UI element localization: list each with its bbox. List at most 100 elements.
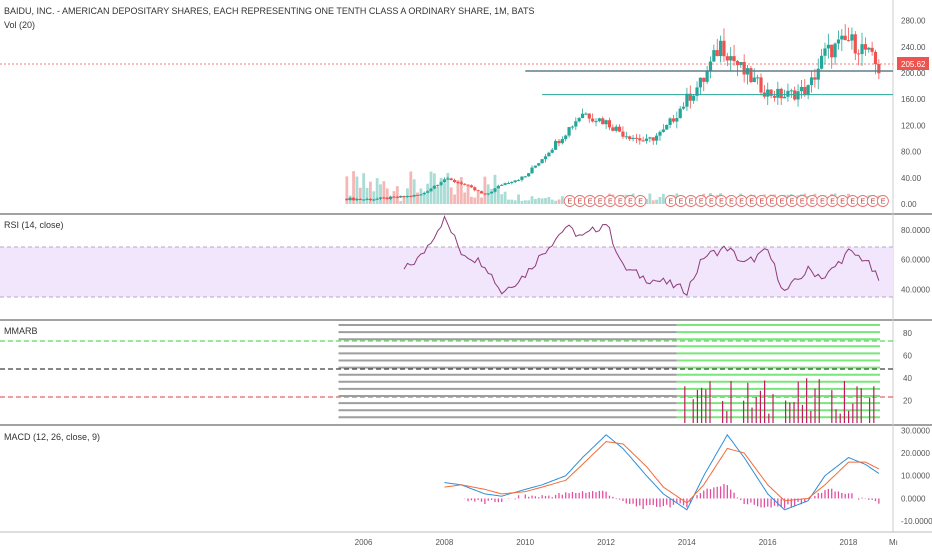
candle-body[interactable] (867, 47, 871, 50)
candle-body[interactable] (870, 47, 874, 52)
candle-body[interactable] (712, 50, 716, 62)
candle-body[interactable] (853, 34, 857, 54)
candle-body[interactable] (479, 191, 484, 194)
candle-body[interactable] (513, 180, 517, 183)
candle-body[interactable] (402, 195, 406, 197)
candle-body[interactable] (833, 43, 837, 58)
candle-body[interactable] (655, 135, 659, 141)
candle-body[interactable] (540, 159, 544, 164)
candle-body[interactable] (523, 176, 527, 178)
candle-body[interactable] (678, 108, 682, 119)
earnings-marker[interactable] (876, 195, 889, 207)
candle-body[interactable] (560, 139, 564, 144)
candle-body[interactable] (644, 138, 649, 141)
candle-body[interactable] (820, 55, 824, 69)
candle-body[interactable] (863, 44, 867, 50)
candle-body[interactable] (358, 198, 362, 200)
candle-body[interactable] (651, 137, 655, 141)
candle-body[interactable] (611, 127, 615, 131)
candle-body[interactable] (772, 95, 777, 98)
candle-body[interactable] (463, 183, 467, 185)
candle-body[interactable] (449, 178, 453, 181)
candle-body[interactable] (715, 50, 719, 57)
candle-body[interactable] (601, 118, 605, 125)
candle-body[interactable] (732, 56, 736, 62)
candle-body[interactable] (584, 113, 588, 115)
candle-body[interactable] (708, 61, 713, 72)
candle-body[interactable] (648, 137, 652, 139)
candle-body[interactable] (756, 77, 760, 79)
candle-body[interactable] (345, 198, 349, 201)
candle-body[interactable] (860, 44, 864, 55)
mmarb-label[interactable]: MMARB (4, 326, 38, 336)
rsi-line[interactable] (403, 215, 880, 297)
candle-body[interactable] (830, 44, 834, 58)
candle-body[interactable] (638, 138, 642, 141)
candle-body[interactable] (399, 195, 403, 198)
candle-body[interactable] (695, 87, 699, 96)
candle-body[interactable] (415, 194, 420, 196)
candle-body[interactable] (392, 196, 396, 198)
candle-body[interactable] (698, 77, 702, 88)
candle-body[interactable] (375, 198, 379, 200)
candle-body[interactable] (547, 152, 551, 157)
candle-body[interactable] (500, 184, 504, 186)
candle-body[interactable] (385, 197, 389, 200)
candle-body[interactable] (493, 188, 497, 192)
candle-body[interactable] (729, 56, 733, 61)
candle-body[interactable] (665, 124, 669, 130)
candle-body[interactable] (543, 156, 548, 160)
macd-series[interactable] (444, 433, 880, 511)
candle-body[interactable] (452, 180, 457, 183)
candle-body[interactable] (604, 120, 608, 125)
candle-body[interactable] (789, 90, 793, 92)
candle-body[interactable] (570, 126, 575, 128)
candle-body[interactable] (877, 64, 881, 74)
candle-body[interactable] (459, 182, 463, 184)
candle-body[interactable] (816, 68, 820, 80)
candle-body[interactable] (389, 196, 393, 200)
candle-body[interactable] (769, 89, 773, 96)
candle-body[interactable] (412, 194, 416, 197)
candle-body[interactable] (574, 121, 578, 127)
candle-body[interactable] (688, 93, 692, 101)
candle-body[interactable] (634, 137, 639, 139)
candle-body[interactable] (537, 163, 541, 166)
candle-body[interactable] (456, 182, 460, 184)
candle-body[interactable] (782, 96, 787, 99)
candle-body[interactable] (362, 199, 366, 201)
candle-body[interactable] (722, 40, 726, 57)
candle-body[interactable] (739, 61, 743, 66)
candle-body[interactable] (826, 44, 830, 49)
candle-body[interactable] (368, 198, 372, 201)
candle-body[interactable] (580, 113, 585, 119)
earnings-marker[interactable] (634, 195, 647, 207)
candle-body[interactable] (439, 182, 443, 185)
candle-body[interactable] (527, 173, 531, 177)
candle-body[interactable] (725, 56, 729, 61)
candle-body[interactable] (510, 182, 514, 184)
candle-body[interactable] (658, 131, 662, 136)
candle-body[interactable] (624, 136, 628, 138)
candle-body[interactable] (426, 191, 430, 193)
candle-body[interactable] (587, 113, 591, 119)
mmarb-series[interactable] (338, 324, 880, 423)
candle-body[interactable] (405, 196, 410, 198)
candle-body[interactable] (685, 93, 689, 107)
candle-body[interactable] (705, 71, 709, 82)
candle-body[interactable] (617, 126, 622, 132)
candle-body[interactable] (836, 39, 841, 44)
candle-body[interactable] (419, 194, 423, 196)
candle-body[interactable] (409, 196, 413, 198)
candle-body[interactable] (594, 121, 598, 123)
candle-body[interactable] (742, 61, 746, 75)
candle-body[interactable] (661, 129, 665, 132)
candle-body[interactable] (503, 183, 507, 185)
candle-body[interactable] (702, 77, 706, 82)
candle-body[interactable] (692, 95, 696, 101)
macd-signal-line[interactable] (444, 441, 880, 504)
candle-body[interactable] (591, 118, 595, 122)
candle-body[interactable] (843, 35, 847, 41)
